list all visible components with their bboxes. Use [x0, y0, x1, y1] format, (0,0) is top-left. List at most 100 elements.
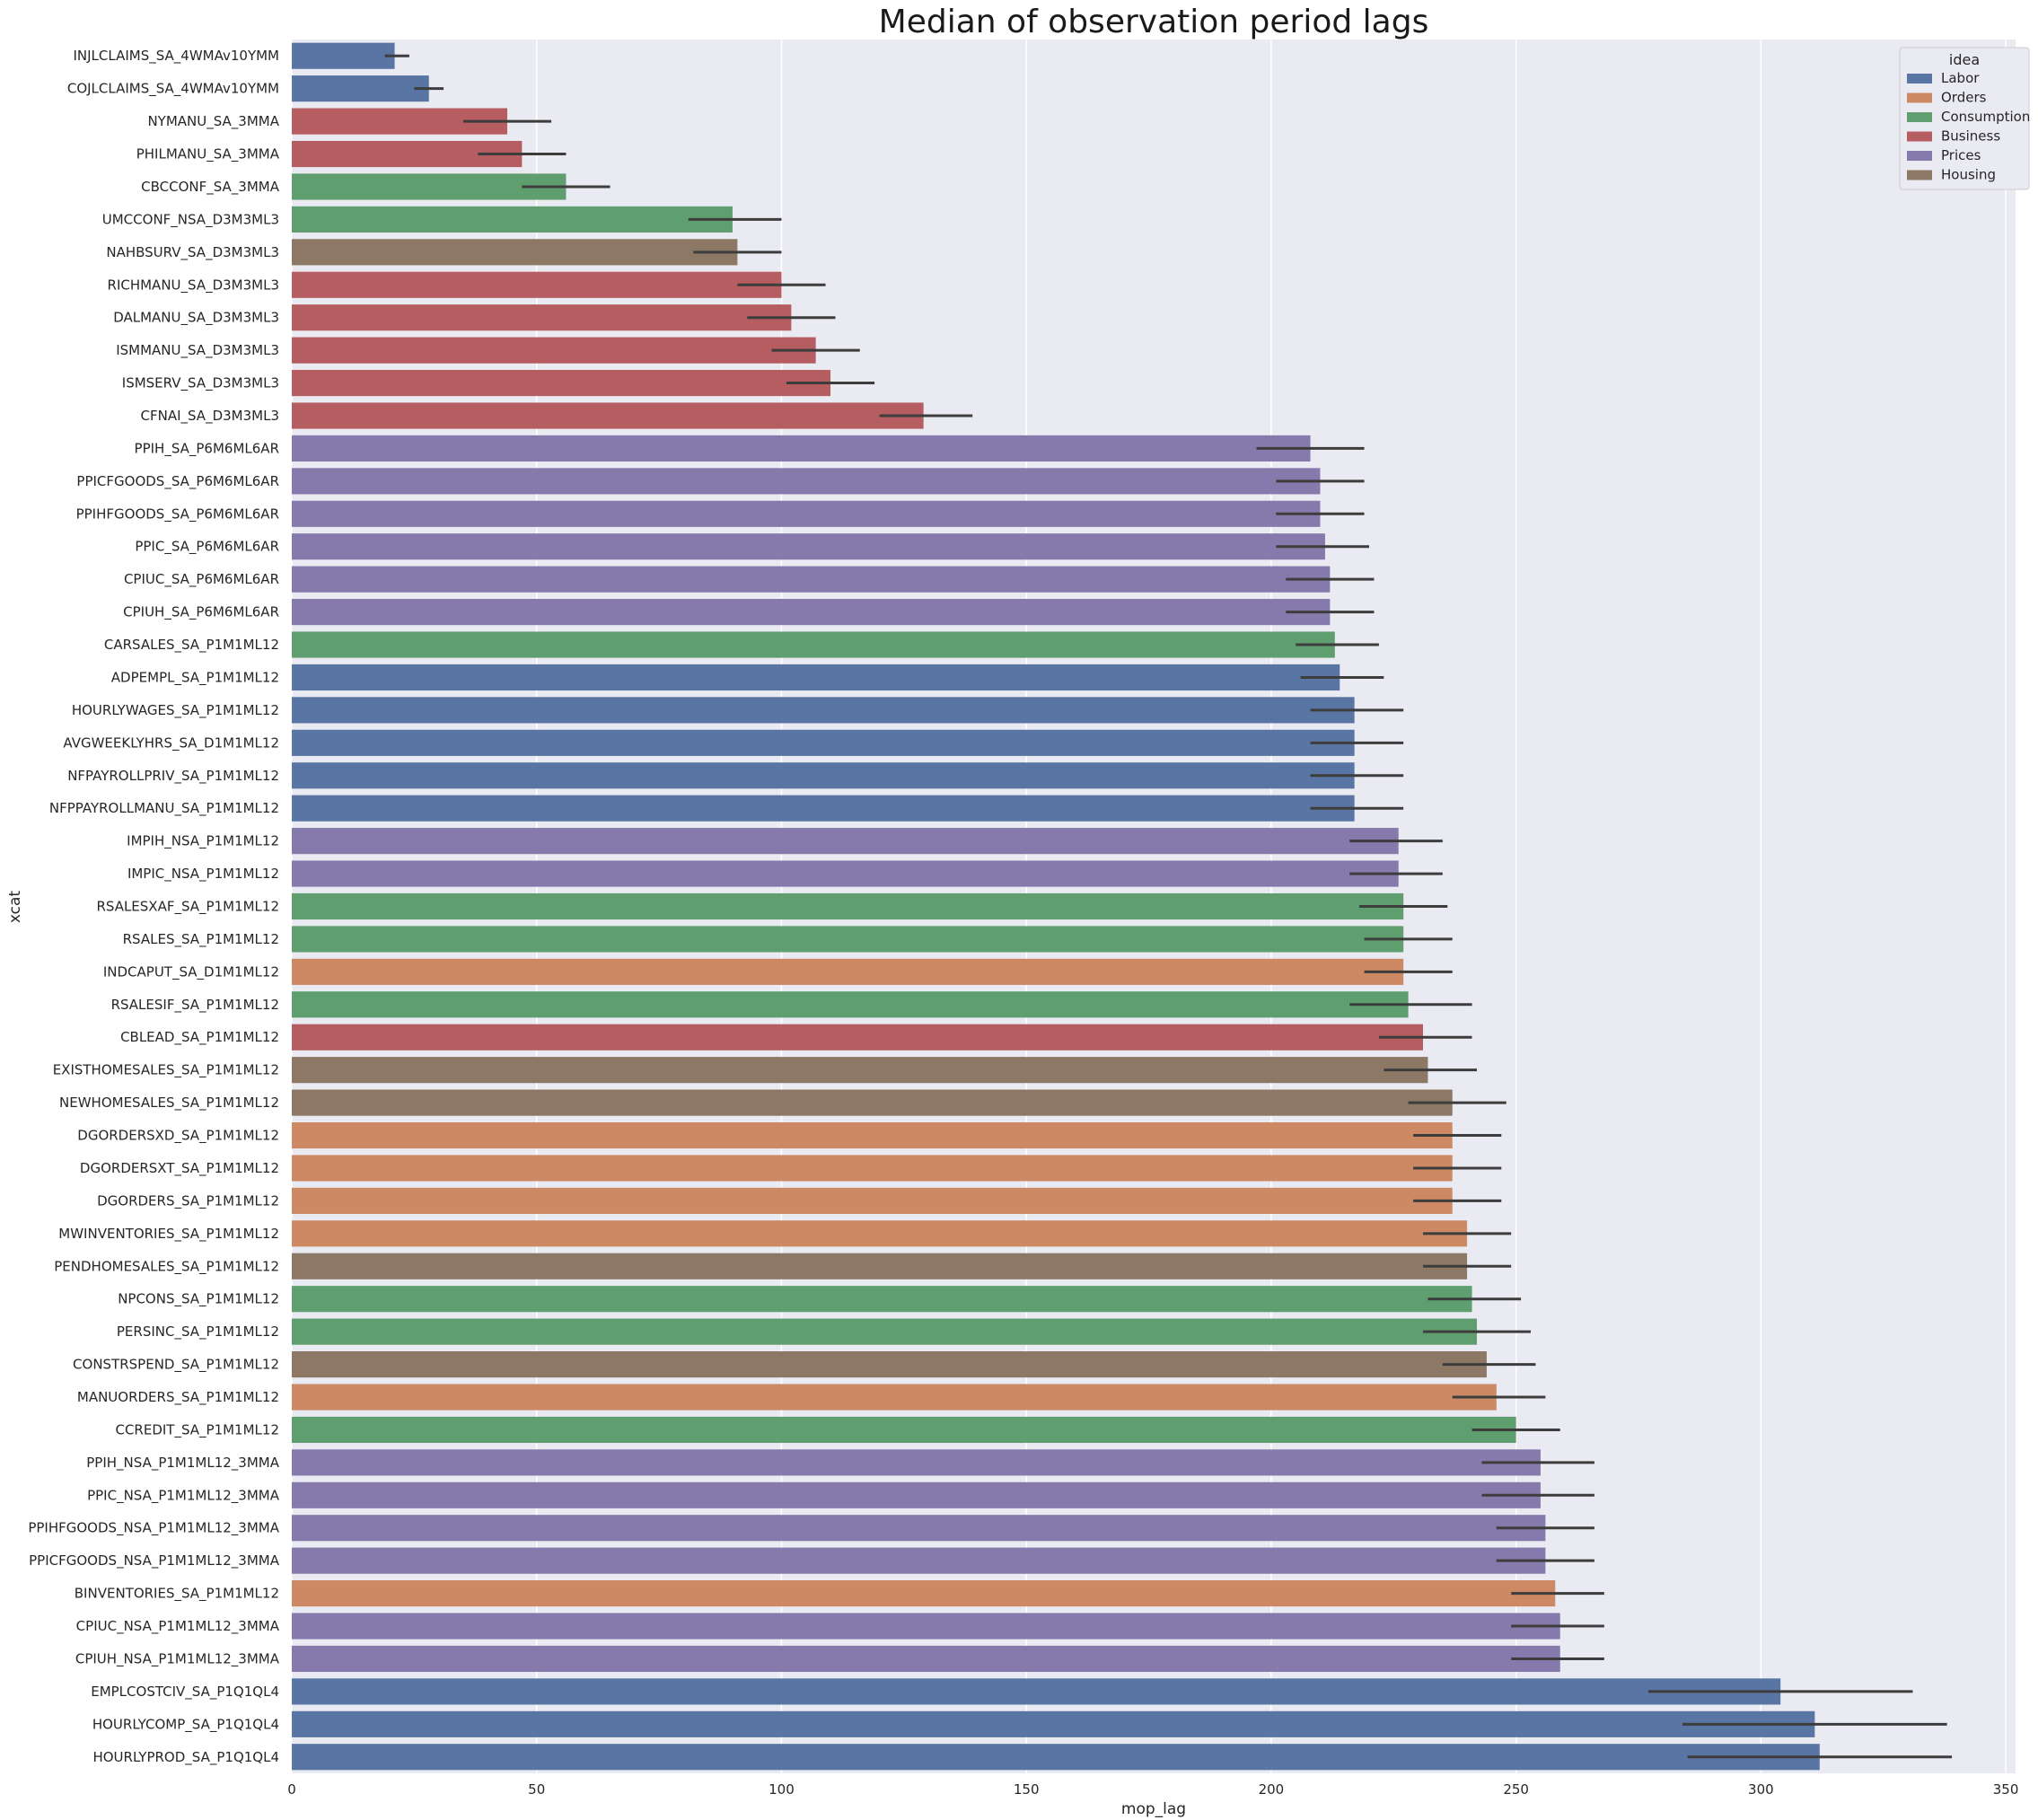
- bar: [292, 1710, 1815, 1737]
- y-tick-label: CPIUH_SA_P6M6ML6AR: [123, 604, 279, 621]
- bar: [292, 1351, 1487, 1378]
- error-bars-group: [384, 54, 1953, 1759]
- legend-label: Housing: [1941, 167, 1996, 183]
- y-tick-label: RSALES_SA_P1M1ML12: [123, 931, 279, 948]
- bar: [292, 1449, 1541, 1476]
- bar: [292, 1318, 1477, 1345]
- y-tick-label: PENDHOMESALES_SA_P1M1ML12: [54, 1258, 279, 1275]
- bar: [292, 762, 1355, 789]
- bar: [292, 1187, 1453, 1214]
- x-tick-label: 100: [769, 1781, 795, 1798]
- y-tick-label: HOURLYCOMP_SA_P1Q1QL4: [92, 1716, 279, 1733]
- y-tick-label: PPIHFGOODS_NSA_P1M1ML12_3MMA: [28, 1520, 279, 1537]
- legend-swatch: [1907, 131, 1932, 142]
- bar: [292, 42, 395, 69]
- x-tick-label: 350: [1993, 1781, 2019, 1798]
- legend-swatch: [1907, 112, 1932, 122]
- y-tick-label: NFPAYROLLPRIV_SA_P1M1ML12: [67, 768, 279, 785]
- y-tick-label: ISMSERV_SA_D3M3ML3: [122, 375, 279, 392]
- y-tick-labels: INJLCLAIMS_SA_4WMAv10YMM COJLCLAIMS_SA_4W…: [28, 48, 279, 1766]
- bar: [292, 892, 1404, 920]
- x-tick-label: 250: [1503, 1781, 1529, 1798]
- y-tick-label: IMPIH_NSA_P1M1ML12: [127, 833, 279, 850]
- bar: [292, 206, 733, 233]
- bar: [292, 1121, 1453, 1149]
- legend-label: Consumption: [1941, 109, 2030, 125]
- x-tick-label: 50: [528, 1781, 545, 1798]
- y-tick-label: PPICFGOODS_NSA_P1M1ML12_3MMA: [29, 1552, 280, 1569]
- y-tick-label: NAHBSURV_SA_D3M3ML3: [106, 244, 279, 261]
- y-tick-label: NPCONS_SA_P1M1ML12: [118, 1291, 279, 1308]
- y-tick-label: INDCAPUT_SA_D1M1ML12: [103, 963, 279, 980]
- y-tick-label: RICHMANU_SA_D3M3ML3: [108, 277, 279, 294]
- bar: [292, 369, 830, 397]
- legend-swatch: [1907, 170, 1932, 180]
- chart-title: Median of observation period lags: [879, 4, 1429, 40]
- bar: [292, 991, 1409, 1018]
- bar: [292, 533, 1325, 560]
- y-tick-label: PPICFGOODS_SA_P6M6ML6AR: [76, 473, 279, 490]
- y-tick-label: DGORDERS_SA_P1M1ML12: [97, 1192, 279, 1209]
- bar: [292, 1416, 1516, 1444]
- y-axis-label: xcat: [6, 891, 24, 924]
- legend-label: Business: [1941, 128, 2000, 145]
- bar: [292, 599, 1331, 626]
- bar: [292, 500, 1321, 527]
- bar: [292, 337, 816, 364]
- y-tick-label: MANUORDERS_SA_P1M1ML12: [77, 1389, 279, 1406]
- bar: [292, 1645, 1560, 1673]
- bar: [292, 1481, 1541, 1508]
- bar: [292, 1220, 1468, 1247]
- bar: [292, 1155, 1453, 1182]
- y-tick-label: CARSALES_SA_P1M1ML12: [104, 637, 279, 654]
- bar: [292, 304, 792, 331]
- bar: [292, 468, 1321, 495]
- x-tick-label: 300: [1748, 1781, 1774, 1798]
- y-tick-label: CBLEAD_SA_P1M1ML12: [120, 1029, 279, 1046]
- y-tick-label: PERSINC_SA_P1M1ML12: [117, 1323, 279, 1341]
- y-tick-label: HOURLYPROD_SA_P1Q1QL4: [92, 1749, 279, 1766]
- y-tick-label: IMPIC_NSA_P1M1ML12: [127, 866, 279, 883]
- bar: [292, 402, 924, 429]
- y-tick-label: CPIUH_NSA_P1M1ML12_3MMA: [75, 1650, 280, 1667]
- bar: [292, 828, 1399, 855]
- x-axis-label: mop_lag: [1121, 1800, 1186, 1818]
- y-tick-label: BINVENTORIES_SA_P1M1ML12: [75, 1586, 279, 1603]
- bar: [292, 631, 1335, 658]
- bar: [292, 75, 429, 102]
- y-tick-label: MWINVENTORIES_SA_P1M1ML12: [58, 1226, 279, 1243]
- bar: [292, 1580, 1556, 1607]
- legend-items: Labor Orders Consumption Business Prices Hous…: [1907, 70, 2030, 183]
- y-tick-label: AVGWEEKLYHRS_SA_D1M1ML12: [63, 734, 279, 752]
- bar: [292, 664, 1340, 691]
- legend-swatch: [1907, 151, 1932, 161]
- bar: [292, 173, 567, 200]
- legend-swatch: [1907, 92, 1932, 103]
- y-tick-label: ADPEMPL_SA_P1M1ML12: [111, 669, 279, 686]
- y-tick-label: PPIC_SA_P6M6ML6AR: [135, 539, 279, 556]
- y-tick-label: NEWHOMESALES_SA_P1M1ML12: [59, 1095, 279, 1112]
- bar: [292, 697, 1355, 724]
- legend-label: Labor: [1941, 70, 1980, 86]
- legend-label: Orders: [1941, 90, 1987, 106]
- y-tick-label: ISMMANU_SA_D3M3ML3: [116, 342, 279, 359]
- y-tick-label: HOURLYWAGES_SA_P1M1ML12: [72, 702, 279, 719]
- bar: [292, 1613, 1560, 1640]
- y-tick-label: PPIHFGOODS_SA_P6M6ML6AR: [76, 506, 279, 523]
- y-tick-label: DGORDERSXT_SA_P1M1ML12: [80, 1160, 279, 1177]
- bar: [292, 1089, 1453, 1116]
- y-tick-label: PPIH_SA_P6M6ML6AR: [135, 440, 279, 457]
- y-tick-label: PPIC_NSA_P1M1ML12_3MMA: [87, 1487, 280, 1504]
- bar: [292, 239, 738, 266]
- bar: [292, 271, 782, 298]
- y-tick-label: CONSTRSPEND_SA_P1M1ML12: [73, 1357, 279, 1374]
- bar: [292, 1057, 1428, 1084]
- bar: [292, 1384, 1497, 1411]
- y-tick-label: COJLCLAIMS_SA_4WMAv10YMM: [67, 81, 279, 98]
- bar: [292, 860, 1399, 887]
- y-tick-label: EMPLCOSTCIV_SA_P1Q1QL4: [91, 1684, 279, 1701]
- y-tick-label: PPIH_NSA_P1M1ML12_3MMA: [86, 1455, 279, 1472]
- y-tick-label: CCREDIT_SA_P1M1ML12: [115, 1421, 279, 1438]
- bar: [292, 1253, 1468, 1279]
